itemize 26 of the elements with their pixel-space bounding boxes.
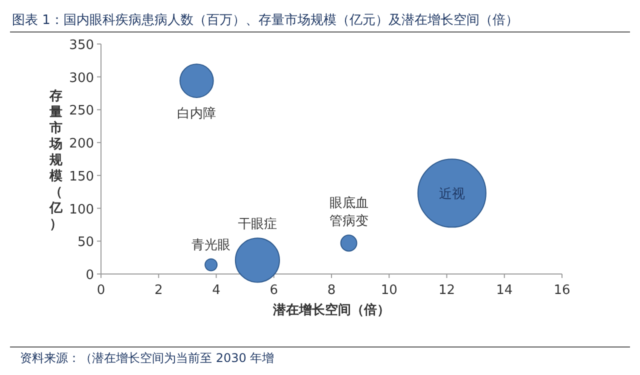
x-tick-label: 10 (380, 283, 398, 298)
series-label: 近视 (438, 187, 465, 202)
series-label: 白内障 (177, 106, 216, 122)
x-tick-label: 12 (438, 283, 456, 298)
y-tick-label: 100 (69, 202, 94, 218)
chart-title: 图表 1：国内眼科疾病患病人数（百万）、存量市场规模（亿元）及潜在增长空间（倍） (12, 13, 518, 28)
x-tick-label: 0 (96, 283, 106, 298)
y-tick-label: 50 (77, 235, 94, 250)
y-tick-label: 0 (86, 268, 94, 283)
y-tick-label: 150 (69, 169, 94, 184)
y-tick-label: 250 (69, 104, 94, 119)
x-axis-title: 潜在增长空间（倍） (272, 302, 390, 318)
y-tick-label: 200 (69, 136, 94, 152)
text: 存量市场规模（亿） (50, 89, 62, 232)
x-tick-label: 6 (270, 283, 278, 298)
y-tick-label: 350 (69, 38, 94, 53)
series-label: 干眼症 (238, 217, 277, 232)
x-tick-label: 4 (212, 283, 220, 298)
x-tick-label: 14 (496, 283, 513, 298)
y-tick-label: 300 (69, 70, 94, 86)
text: 资料来源：（潜在增长空间为当前至 2030 年增 (20, 351, 274, 365)
series-label: 眼底血管病变 (329, 196, 368, 230)
series-label: 青光眼 (192, 238, 231, 253)
x-tick-label: 16 (554, 283, 570, 298)
x-tick-label: 2 (154, 283, 163, 298)
x-tick-label: 8 (327, 283, 336, 298)
